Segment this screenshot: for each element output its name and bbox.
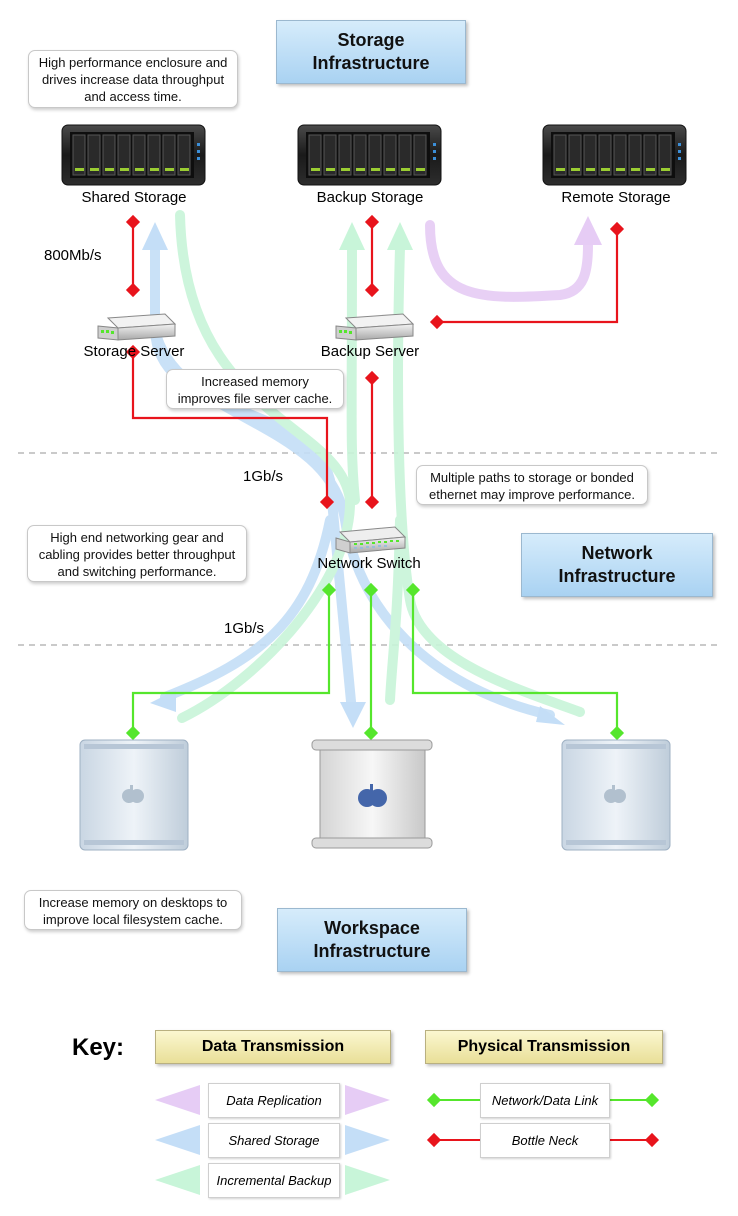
key-shared-arrow-left: [155, 1125, 200, 1155]
key-title: Key:: [72, 1034, 125, 1061]
apple-logo-icon: [604, 785, 626, 803]
network-link-left: [131, 590, 331, 733]
key-backup-arrow-left: [155, 1165, 200, 1195]
shared-storage-enclosure: [61, 124, 206, 186]
shared-arrowhead-center: [340, 702, 366, 728]
network-switch-device: [335, 526, 407, 554]
apple-logo-icon: [122, 785, 144, 803]
data-replication-flow: [425, 220, 593, 302]
shared-storage-label: Shared Storage: [81, 189, 187, 206]
backup-arrowhead-up-2: [387, 222, 413, 250]
shared-arrowhead-left: [150, 690, 176, 712]
backup-flow-desktop: [385, 515, 405, 705]
key-replication-arrow-right: [345, 1085, 390, 1115]
network-switch-label: Network Switch: [317, 555, 421, 572]
storage-infrastructure-title: Storage Infrastructure: [276, 20, 466, 84]
backup-flow-left: [175, 210, 356, 723]
key-physical-transmission-header: Physical Transmission: [425, 1030, 663, 1064]
backup-flow-center: [346, 243, 360, 505]
key-shared-arrow-right: [345, 1125, 390, 1155]
network-infrastructure-title: Network Infrastructure: [521, 533, 713, 597]
note-enclosure: High performance enclosure and drives in…: [28, 50, 238, 108]
desktop-left: [79, 739, 189, 851]
key-incremental-backup-label: Incremental Backup: [208, 1163, 340, 1198]
workspace-infrastructure-title: Workspace Infrastructure: [277, 908, 467, 972]
shared-arrowhead-right: [536, 706, 565, 725]
key-bottle-neck-label: Bottle Neck: [480, 1123, 610, 1158]
storage-server-device: [97, 313, 177, 341]
key-shared-storage-label: Shared Storage: [208, 1123, 340, 1158]
storage-server-label: Storage Server: [83, 343, 185, 360]
note-networking: High end networking gear and cabling pro…: [27, 525, 247, 582]
desktop-center: [311, 739, 433, 849]
key-data-transmission-header: Data Transmission: [155, 1030, 391, 1064]
key-replication-arrow-left: [155, 1085, 200, 1115]
rate-switch-uplink: 1Gb/s: [243, 468, 284, 485]
shared-storage-flow-left: [160, 515, 335, 702]
key-data-replication-label: Data Replication: [208, 1083, 340, 1118]
backup-server-device: [335, 313, 415, 341]
key-backup-arrow-right: [345, 1165, 390, 1195]
bottleneck-remote-storage: [437, 229, 619, 324]
rate-storage-link: 800Mb/s: [44, 247, 102, 264]
note-desktops: Increase memory on desktops to improve l…: [24, 890, 242, 930]
bottleneck-storage-server-switch: [131, 352, 329, 502]
backup-flow-right: [393, 243, 585, 717]
remote-storage-label: Remote Storage: [561, 189, 671, 206]
network-link-right: [411, 590, 619, 733]
remote-storage-enclosure: [542, 124, 687, 186]
replication-arrowhead: [574, 216, 602, 245]
key-network-link-label: Network/Data Link: [480, 1083, 610, 1118]
apple-logo-icon: [358, 784, 387, 807]
backup-storage-label: Backup Storage: [316, 189, 424, 206]
note-paths: Multiple paths to storage or bonded ethe…: [416, 465, 648, 505]
backup-storage-enclosure: [297, 124, 442, 186]
rate-desktop-link: 1Gb/s: [224, 620, 265, 637]
desktop-right: [561, 739, 671, 851]
backup-server-label: Backup Server: [320, 343, 420, 360]
backup-arrowhead-up-1: [339, 222, 365, 250]
shared-arrowhead-up: [142, 222, 168, 250]
note-memory: Increased memory improves file server ca…: [166, 369, 344, 409]
